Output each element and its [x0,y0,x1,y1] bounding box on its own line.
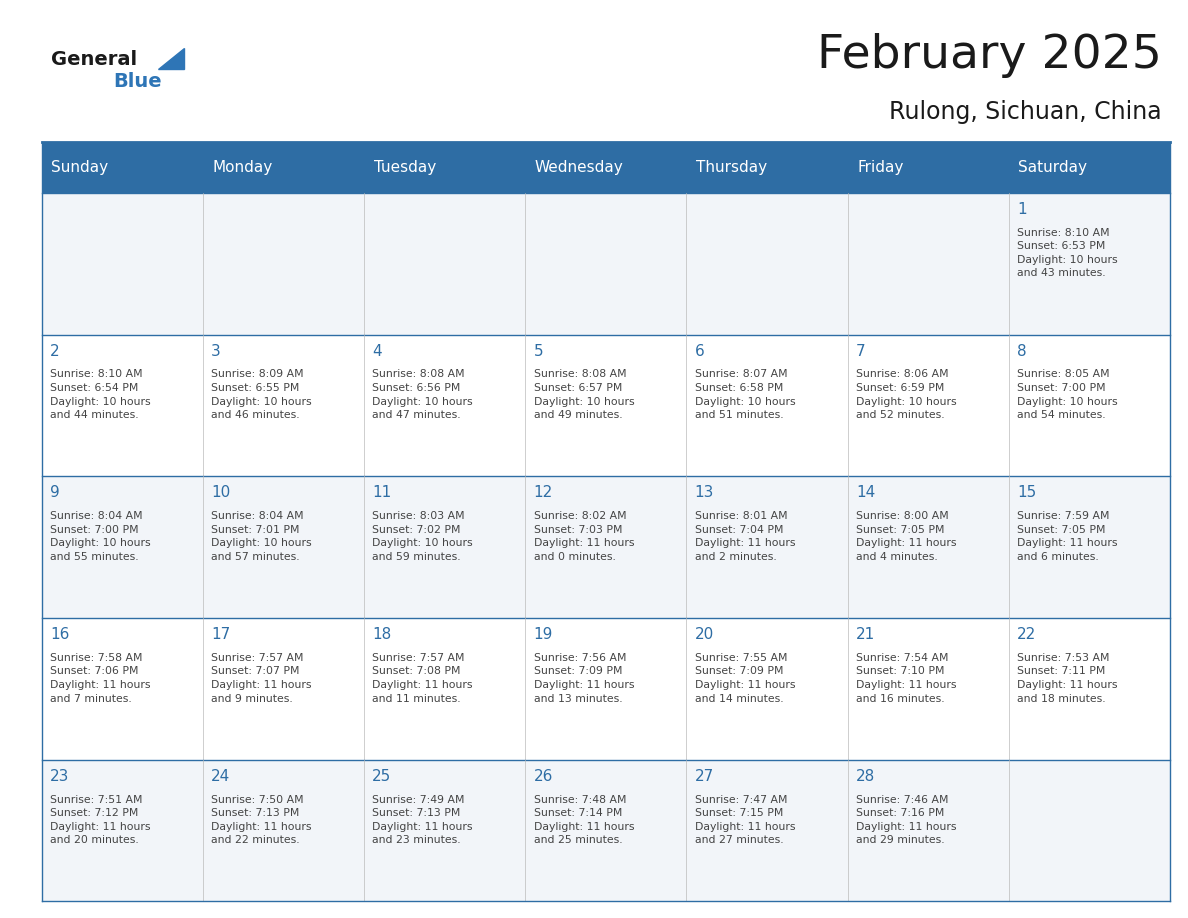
Text: Sunrise: 8:08 AM
Sunset: 6:57 PM
Daylight: 10 hours
and 49 minutes.: Sunrise: 8:08 AM Sunset: 6:57 PM Dayligh… [533,369,634,420]
Text: 21: 21 [857,627,876,643]
Text: Thursday: Thursday [696,160,767,175]
Bar [42,193,1170,334]
Text: Tuesday: Tuesday [373,160,436,175]
Text: Sunrise: 8:04 AM
Sunset: 7:01 PM
Daylight: 10 hours
and 57 minutes.: Sunrise: 8:04 AM Sunset: 7:01 PM Dayligh… [211,511,311,562]
Text: 23: 23 [50,769,69,784]
Text: 20: 20 [695,627,714,643]
Text: Sunrise: 8:06 AM
Sunset: 6:59 PM
Daylight: 10 hours
and 52 minutes.: Sunrise: 8:06 AM Sunset: 6:59 PM Dayligh… [857,369,956,420]
Bar [42,476,1170,618]
Text: Sunrise: 7:47 AM
Sunset: 7:15 PM
Daylight: 11 hours
and 27 minutes.: Sunrise: 7:47 AM Sunset: 7:15 PM Dayligh… [695,795,795,845]
Text: 16: 16 [50,627,69,643]
Text: Sunrise: 7:49 AM
Sunset: 7:13 PM
Daylight: 11 hours
and 23 minutes.: Sunrise: 7:49 AM Sunset: 7:13 PM Dayligh… [372,795,473,845]
Text: 9: 9 [50,486,59,500]
Text: Sunrise: 7:57 AM
Sunset: 7:07 PM
Daylight: 11 hours
and 9 minutes.: Sunrise: 7:57 AM Sunset: 7:07 PM Dayligh… [211,653,311,704]
Bar [42,618,1170,760]
Text: 22: 22 [1017,627,1036,643]
Text: Sunday: Sunday [51,160,108,175]
Text: Sunrise: 7:46 AM
Sunset: 7:16 PM
Daylight: 11 hours
and 29 minutes.: Sunrise: 7:46 AM Sunset: 7:16 PM Dayligh… [857,795,956,845]
Text: 12: 12 [533,486,552,500]
Text: Sunrise: 8:05 AM
Sunset: 7:00 PM
Daylight: 10 hours
and 54 minutes.: Sunrise: 8:05 AM Sunset: 7:00 PM Dayligh… [1017,369,1118,420]
Text: Sunrise: 7:56 AM
Sunset: 7:09 PM
Daylight: 11 hours
and 13 minutes.: Sunrise: 7:56 AM Sunset: 7:09 PM Dayligh… [533,653,634,704]
Text: 6: 6 [695,343,704,359]
Text: 5: 5 [533,343,543,359]
Text: Sunrise: 8:03 AM
Sunset: 7:02 PM
Daylight: 10 hours
and 59 minutes.: Sunrise: 8:03 AM Sunset: 7:02 PM Dayligh… [372,511,473,562]
Text: Blue: Blue [113,72,162,91]
Text: February 2025: February 2025 [817,32,1162,78]
Text: General: General [51,50,137,69]
Text: 19: 19 [533,627,552,643]
Bar [42,142,1170,193]
Text: 13: 13 [695,486,714,500]
Text: 1: 1 [1017,202,1026,217]
Text: Sunrise: 8:04 AM
Sunset: 7:00 PM
Daylight: 10 hours
and 55 minutes.: Sunrise: 8:04 AM Sunset: 7:00 PM Dayligh… [50,511,151,562]
Text: Sunrise: 8:08 AM
Sunset: 6:56 PM
Daylight: 10 hours
and 47 minutes.: Sunrise: 8:08 AM Sunset: 6:56 PM Dayligh… [372,369,473,420]
Text: Sunrise: 8:09 AM
Sunset: 6:55 PM
Daylight: 10 hours
and 46 minutes.: Sunrise: 8:09 AM Sunset: 6:55 PM Dayligh… [211,369,311,420]
Text: Sunrise: 7:53 AM
Sunset: 7:11 PM
Daylight: 11 hours
and 18 minutes.: Sunrise: 7:53 AM Sunset: 7:11 PM Dayligh… [1017,653,1118,704]
Text: 24: 24 [211,769,230,784]
Text: Sunrise: 7:50 AM
Sunset: 7:13 PM
Daylight: 11 hours
and 22 minutes.: Sunrise: 7:50 AM Sunset: 7:13 PM Dayligh… [211,795,311,845]
Text: 26: 26 [533,769,552,784]
Text: Sunrise: 7:51 AM
Sunset: 7:12 PM
Daylight: 11 hours
and 20 minutes.: Sunrise: 7:51 AM Sunset: 7:12 PM Dayligh… [50,795,151,845]
Text: 17: 17 [211,627,230,643]
Text: 2: 2 [50,343,59,359]
Text: Sunrise: 7:54 AM
Sunset: 7:10 PM
Daylight: 11 hours
and 16 minutes.: Sunrise: 7:54 AM Sunset: 7:10 PM Dayligh… [857,653,956,704]
Text: Sunrise: 7:58 AM
Sunset: 7:06 PM
Daylight: 11 hours
and 7 minutes.: Sunrise: 7:58 AM Sunset: 7:06 PM Dayligh… [50,653,151,704]
Text: 18: 18 [372,627,392,643]
Text: 28: 28 [857,769,876,784]
Text: Sunrise: 7:59 AM
Sunset: 7:05 PM
Daylight: 11 hours
and 6 minutes.: Sunrise: 7:59 AM Sunset: 7:05 PM Dayligh… [1017,511,1118,562]
Text: 27: 27 [695,769,714,784]
Text: 10: 10 [211,486,230,500]
Text: 11: 11 [372,486,392,500]
Bar [42,334,1170,476]
Text: 14: 14 [857,486,876,500]
Text: Sunrise: 8:10 AM
Sunset: 6:53 PM
Daylight: 10 hours
and 43 minutes.: Sunrise: 8:10 AM Sunset: 6:53 PM Dayligh… [1017,228,1118,278]
Text: 7: 7 [857,343,866,359]
Text: Sunrise: 7:57 AM
Sunset: 7:08 PM
Daylight: 11 hours
and 11 minutes.: Sunrise: 7:57 AM Sunset: 7:08 PM Dayligh… [372,653,473,704]
Text: Friday: Friday [858,160,904,175]
Text: Sunrise: 8:02 AM
Sunset: 7:03 PM
Daylight: 11 hours
and 0 minutes.: Sunrise: 8:02 AM Sunset: 7:03 PM Dayligh… [533,511,634,562]
Text: Rulong, Sichuan, China: Rulong, Sichuan, China [890,100,1162,124]
Text: Wednesday: Wednesday [535,160,624,175]
Text: Sunrise: 8:00 AM
Sunset: 7:05 PM
Daylight: 11 hours
and 4 minutes.: Sunrise: 8:00 AM Sunset: 7:05 PM Dayligh… [857,511,956,562]
Bar [42,760,1170,901]
Text: 4: 4 [372,343,383,359]
Text: Sunrise: 8:01 AM
Sunset: 7:04 PM
Daylight: 11 hours
and 2 minutes.: Sunrise: 8:01 AM Sunset: 7:04 PM Dayligh… [695,511,795,562]
Text: Monday: Monday [213,160,272,175]
Polygon shape [158,48,184,69]
Text: Sunrise: 7:48 AM
Sunset: 7:14 PM
Daylight: 11 hours
and 25 minutes.: Sunrise: 7:48 AM Sunset: 7:14 PM Dayligh… [533,795,634,845]
Text: Sunrise: 7:55 AM
Sunset: 7:09 PM
Daylight: 11 hours
and 14 minutes.: Sunrise: 7:55 AM Sunset: 7:09 PM Dayligh… [695,653,795,704]
Text: 3: 3 [211,343,221,359]
Text: 25: 25 [372,769,392,784]
Text: Sunrise: 8:07 AM
Sunset: 6:58 PM
Daylight: 10 hours
and 51 minutes.: Sunrise: 8:07 AM Sunset: 6:58 PM Dayligh… [695,369,796,420]
Text: Sunrise: 8:10 AM
Sunset: 6:54 PM
Daylight: 10 hours
and 44 minutes.: Sunrise: 8:10 AM Sunset: 6:54 PM Dayligh… [50,369,151,420]
Text: 8: 8 [1017,343,1026,359]
Text: 15: 15 [1017,486,1036,500]
Text: Saturday: Saturday [1018,160,1087,175]
